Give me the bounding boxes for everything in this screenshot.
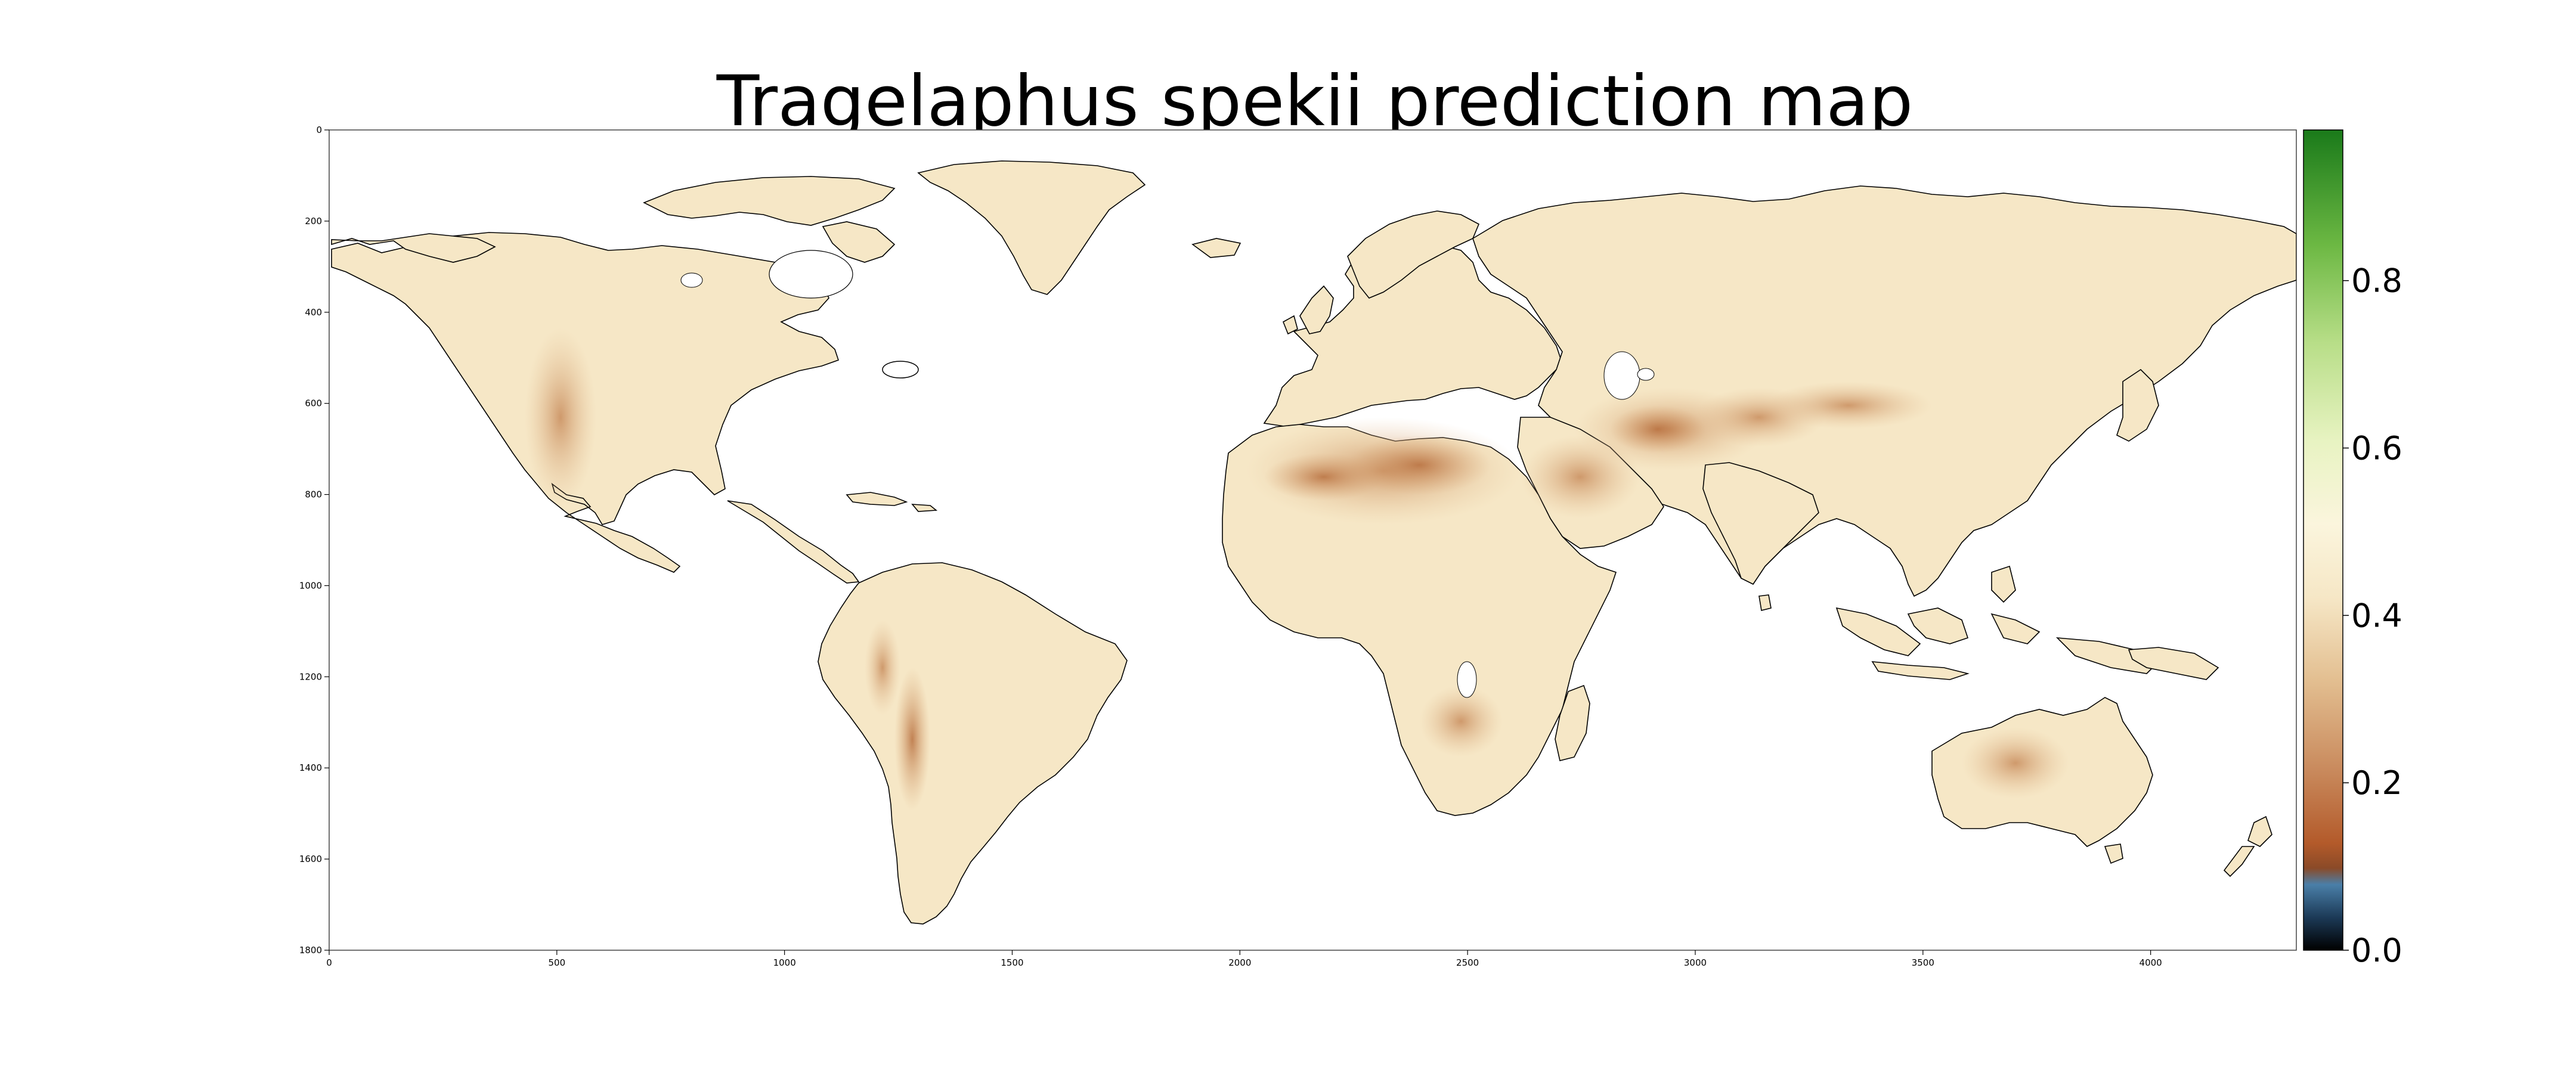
southeast-asia-islands: [1835, 565, 2160, 680]
baffin-island: [822, 221, 896, 263]
y-tick-label: 800: [305, 489, 322, 500]
colorbar-tick-label: 0.4: [2351, 597, 2402, 634]
x-tick-label: 4000: [2140, 957, 2162, 968]
x-tick-label: 3500: [1912, 957, 1934, 968]
tasmania-island: [2104, 843, 2123, 864]
alaska-region: [331, 233, 496, 263]
x-tick-label: 3000: [1684, 957, 1707, 968]
colorbar: 0.0 0.2 0.4 0.6 0.8: [2303, 129, 2402, 969]
y-tick-label: 1200: [299, 671, 322, 682]
y-tick-label: 400: [305, 307, 322, 318]
colorbar-ticks: 0.0 0.2 0.4 0.6 0.8: [2343, 262, 2402, 969]
scandinavia-landmass: [1347, 210, 1480, 299]
colorbar-tick-label: 0.6: [2351, 430, 2402, 467]
new-guinea-island: [2128, 647, 2219, 680]
madagascar-island: [1555, 684, 1590, 761]
x-tick-label: 1500: [1001, 957, 1023, 968]
low-suitability-regions: [525, 328, 2069, 811]
x-tick-label: 1000: [773, 957, 796, 968]
caribbean-islands: [846, 492, 938, 512]
iceland-landmass: [1191, 238, 1241, 258]
y-tick-label: 1000: [299, 580, 322, 591]
y-axis: 0 200 400 600 800 1000 1200 1400 1600 1800: [299, 125, 329, 956]
map-title: Tragelaphus spekii prediction map: [716, 60, 1914, 142]
y-tick-label: 600: [305, 398, 322, 409]
x-tick-label: 0: [326, 957, 332, 968]
x-axis: 0 500 1000 1500 2000 2500 3000 3500 4000: [326, 950, 2162, 968]
y-tick-label: 200: [305, 216, 322, 227]
x-tick-label: 500: [549, 957, 566, 968]
indian-subcontinent: [1702, 462, 1819, 585]
y-tick-label: 1800: [299, 945, 322, 956]
greenland-landmass: [917, 160, 1146, 295]
lakes: [680, 250, 1655, 698]
x-tick-label: 2000: [1228, 957, 1251, 968]
y-tick-label: 1400: [299, 762, 322, 773]
colorbar-tick-label: 0.0: [2351, 932, 2402, 969]
y-tick-label: 1600: [299, 854, 322, 864]
colorbar-tick-label: 0.8: [2351, 262, 2402, 300]
y-tick-label: 0: [316, 125, 322, 135]
world-map: [331, 160, 2296, 925]
sri-lanka: [1758, 594, 1772, 611]
x-tick-label: 2500: [1456, 957, 1479, 968]
arctic-archipelago: [643, 176, 896, 226]
colorbar-tick-label: 0.2: [2351, 764, 2402, 802]
central-america-landmass: [727, 500, 860, 584]
colorbar-gradient: [2303, 129, 2343, 951]
new-zealand-islands: [2223, 815, 2272, 877]
british-isles: [1282, 285, 1334, 335]
europe-landmass: [1263, 232, 1563, 427]
japan-islands: [2116, 368, 2159, 442]
